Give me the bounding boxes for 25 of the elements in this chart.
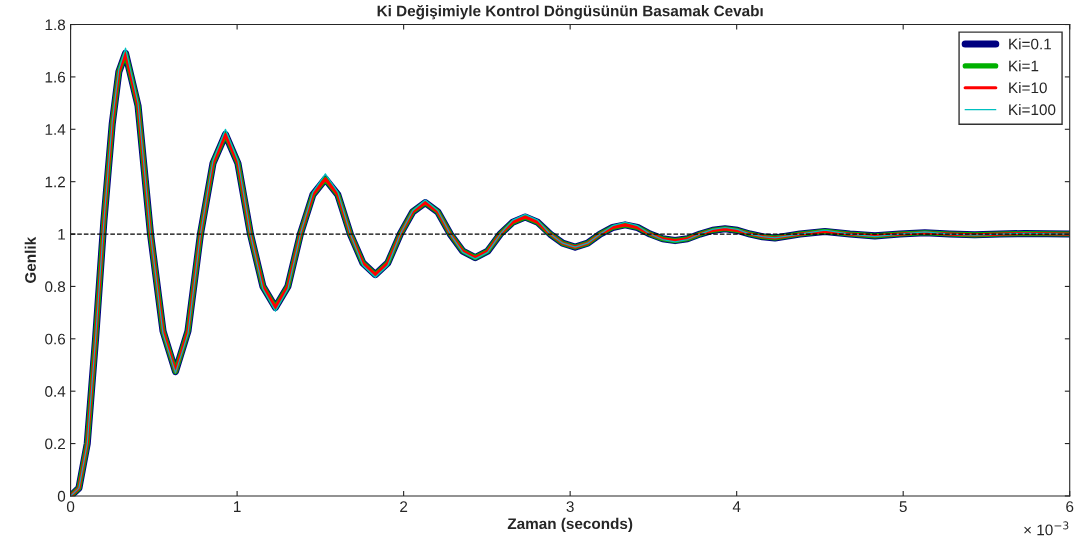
x-tick-label: 2 [400, 501, 408, 512]
x-tick-label: 1 [234, 501, 241, 512]
y-tick-label: 0.8 [45, 281, 66, 293]
x-tick-label: 3 [566, 501, 574, 513]
y-tick-label: 1.8 [45, 19, 66, 31]
x-tick-label: 6 [1066, 501, 1074, 513]
y-tick-label: 0.6 [45, 333, 66, 345]
x-tick-label: 5 [899, 501, 907, 513]
legend-label: Ki=100 [1009, 103, 1056, 116]
legend-label: Ki=1 [1009, 60, 1039, 72]
legend-label: Ki=10 [1009, 82, 1047, 94]
y-tick-label: 0 [57, 490, 66, 502]
y-axis-title: Genlik [24, 236, 36, 283]
y-tick-label: 0.4 [45, 386, 66, 397]
x-tick-label: 0 [66, 501, 75, 513]
y-tick-label: 1 [58, 229, 65, 240]
text: × 10$^{−3}$ [1024, 521, 1069, 536]
x-axis-title: Zaman (seconds) [507, 517, 633, 533]
y-tick-label: 1.6 [45, 71, 66, 83]
y-tick-label: 0.2 [45, 438, 65, 450]
y-tick-label: 1.2 [45, 176, 65, 188]
x-tick-label: 4 [732, 501, 741, 512]
legend-label: Ki=0.1 [1009, 38, 1051, 50]
chart-title: Ki Değişimiyle Kontrol Döngüsünün Basamak Cevabı [377, 4, 763, 20]
y-tick-label: 1.4 [45, 124, 66, 135]
